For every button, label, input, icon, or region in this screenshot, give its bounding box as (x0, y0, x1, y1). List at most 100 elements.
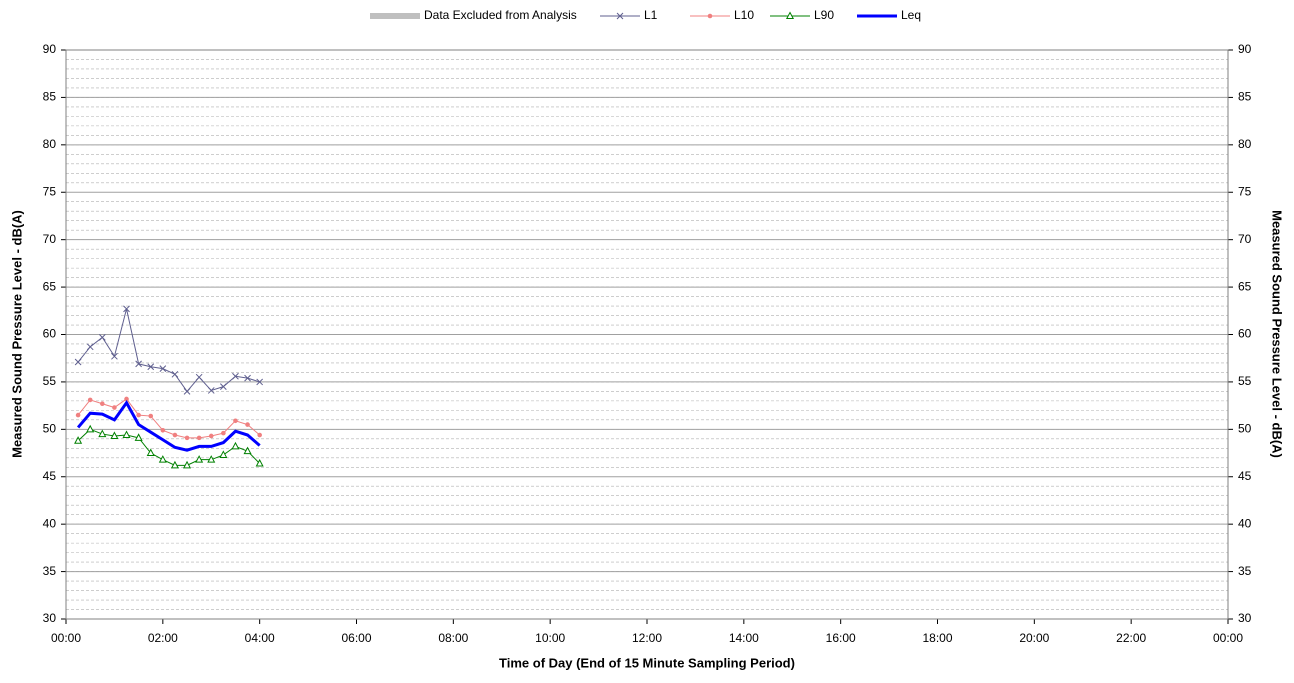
y2-tick-label: 80 (1238, 137, 1252, 151)
y-tick-label: 50 (43, 422, 57, 436)
marker (135, 360, 142, 368)
x-axis-label: Time of Day (End of 15 Minute Sampling P… (499, 655, 795, 670)
y-tick-label: 80 (43, 137, 57, 151)
plot-frame (65, 49, 1229, 620)
marker (244, 374, 251, 382)
marker (233, 418, 238, 424)
y2-tick-label: 30 (1238, 611, 1252, 625)
x-tick-label: 00:00 (1213, 631, 1243, 645)
marker (707, 13, 713, 19)
marker (195, 373, 203, 381)
series-line (77, 428, 261, 466)
legend-label: Data Excluded from Analysis (424, 8, 577, 22)
x-tick-label: 00:00 (51, 631, 81, 645)
x-tick-label: 06:00 (341, 631, 371, 645)
legend-label: L90 (814, 8, 834, 22)
y2-tick-label: 35 (1238, 564, 1252, 578)
marker (785, 11, 795, 19)
marker (146, 448, 155, 457)
x-tick-label: 10:00 (535, 631, 565, 645)
marker (124, 396, 129, 402)
y2-tick-label: 75 (1238, 184, 1252, 198)
y-tick-label: 40 (43, 516, 57, 530)
x-tick-label: 20:00 (1019, 631, 1049, 645)
y2-tick-label: 55 (1238, 374, 1252, 388)
marker (255, 458, 264, 467)
marker (243, 446, 252, 455)
marker (245, 422, 250, 427)
x-tick-label: 12:00 (632, 631, 662, 645)
marker (136, 412, 141, 418)
legend-label: L10 (734, 8, 754, 22)
marker (616, 12, 624, 20)
marker (256, 378, 264, 386)
marker (87, 397, 93, 403)
marker (220, 383, 227, 391)
marker (100, 401, 105, 407)
y-tick-label: 65 (43, 279, 57, 293)
legend-label: L1 (644, 8, 658, 22)
marker (257, 432, 262, 438)
marker (160, 427, 166, 433)
marker (231, 441, 240, 450)
y2-tick-label: 65 (1238, 279, 1252, 293)
x-tick-label: 16:00 (826, 631, 856, 645)
marker (112, 405, 117, 410)
marker (148, 413, 154, 419)
y2-axis-label: Measured Sound Pressure Level - dB(A) (1270, 210, 1285, 458)
marker (86, 424, 95, 433)
marker (98, 333, 106, 341)
y-tick-label: 30 (43, 611, 57, 625)
marker (172, 432, 178, 438)
marker (75, 412, 81, 418)
series-line (77, 308, 260, 393)
marker (147, 363, 155, 371)
marker (183, 460, 192, 469)
marker (159, 365, 167, 372)
marker (98, 429, 107, 438)
marker (232, 372, 239, 380)
x-tick-label: 22:00 (1116, 631, 1146, 645)
x-tick-label: 02:00 (148, 631, 178, 645)
x-tick-label: 04:00 (245, 631, 275, 645)
marker (207, 387, 215, 394)
x-tick-label: 08:00 (438, 631, 468, 645)
legend-swatch (370, 13, 420, 19)
y-tick-label: 90 (43, 42, 57, 56)
x-tick-label: 14:00 (729, 631, 759, 645)
y-tick-label: 70 (43, 232, 57, 246)
marker (86, 343, 94, 351)
marker (110, 431, 119, 439)
y2-tick-label: 50 (1238, 422, 1252, 436)
marker (171, 370, 179, 378)
marker (184, 435, 190, 441)
marker (170, 460, 179, 469)
marker (208, 433, 214, 439)
marker (219, 450, 228, 458)
marker (134, 433, 143, 441)
marker (74, 436, 83, 444)
marker (158, 455, 167, 463)
y-tick-label: 75 (43, 184, 57, 198)
marker (196, 435, 202, 441)
marker (122, 430, 131, 439)
marker (74, 358, 82, 366)
y2-tick-label: 70 (1238, 232, 1252, 246)
y2-tick-label: 60 (1238, 327, 1252, 341)
y-tick-label: 55 (43, 374, 57, 388)
marker (195, 455, 204, 463)
y2-tick-label: 85 (1238, 90, 1252, 104)
x-tick-label: 18:00 (922, 631, 952, 645)
marker (183, 388, 191, 395)
y2-tick-label: 90 (1238, 42, 1252, 56)
y-tick-label: 85 (43, 90, 57, 104)
y-tick-label: 45 (43, 469, 57, 483)
series-line (76, 399, 261, 452)
y-axis-label: Measured Sound Pressure Level - dB(A) (9, 210, 24, 458)
marker (111, 352, 118, 360)
y-tick-label: 60 (43, 327, 57, 341)
y2-tick-label: 45 (1238, 469, 1252, 483)
y-tick-label: 35 (43, 564, 57, 578)
